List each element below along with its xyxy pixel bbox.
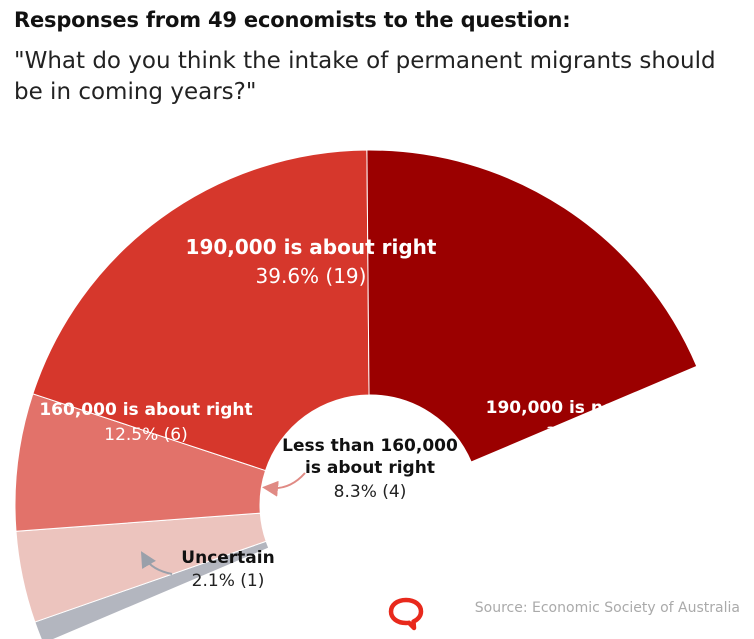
source-note: Source: Economic Society of Australia [474,600,740,616]
label-190k-right: 190,000 is about right [186,235,437,259]
label-190k-not-enough: 190,000 is not enough [486,398,701,418]
speech-bubble-logo-icon [388,597,424,631]
value-less-than-160k: 8.3% (4) [334,482,407,502]
value-160k-right: 12.5% (6) [104,425,188,445]
chart-subtitle: "What do you think the intake of permane… [14,48,716,105]
slice-190k-not-enough[interactable] [366,149,698,463]
value-uncertain: 2.1% (1) [192,571,265,591]
label-less-than-160k-line-1: Less than 160,000 [282,436,458,456]
value-190k-not-enough: 37.5% (18) [546,424,640,444]
uncertain-pointer-arrow [140,551,173,575]
label-160k-right: 160,000 is about right [39,400,252,420]
less-than-160k-pointer-arrow [262,472,306,497]
value-190k-right: 39.6% (19) [256,264,367,288]
slice-190k-right[interactable] [32,149,370,472]
chart-title: Responses from 49 economists to the ques… [14,8,571,32]
label-less-than-160k-line-2: is about right [305,458,435,478]
label-uncertain: Uncertain [181,548,274,568]
